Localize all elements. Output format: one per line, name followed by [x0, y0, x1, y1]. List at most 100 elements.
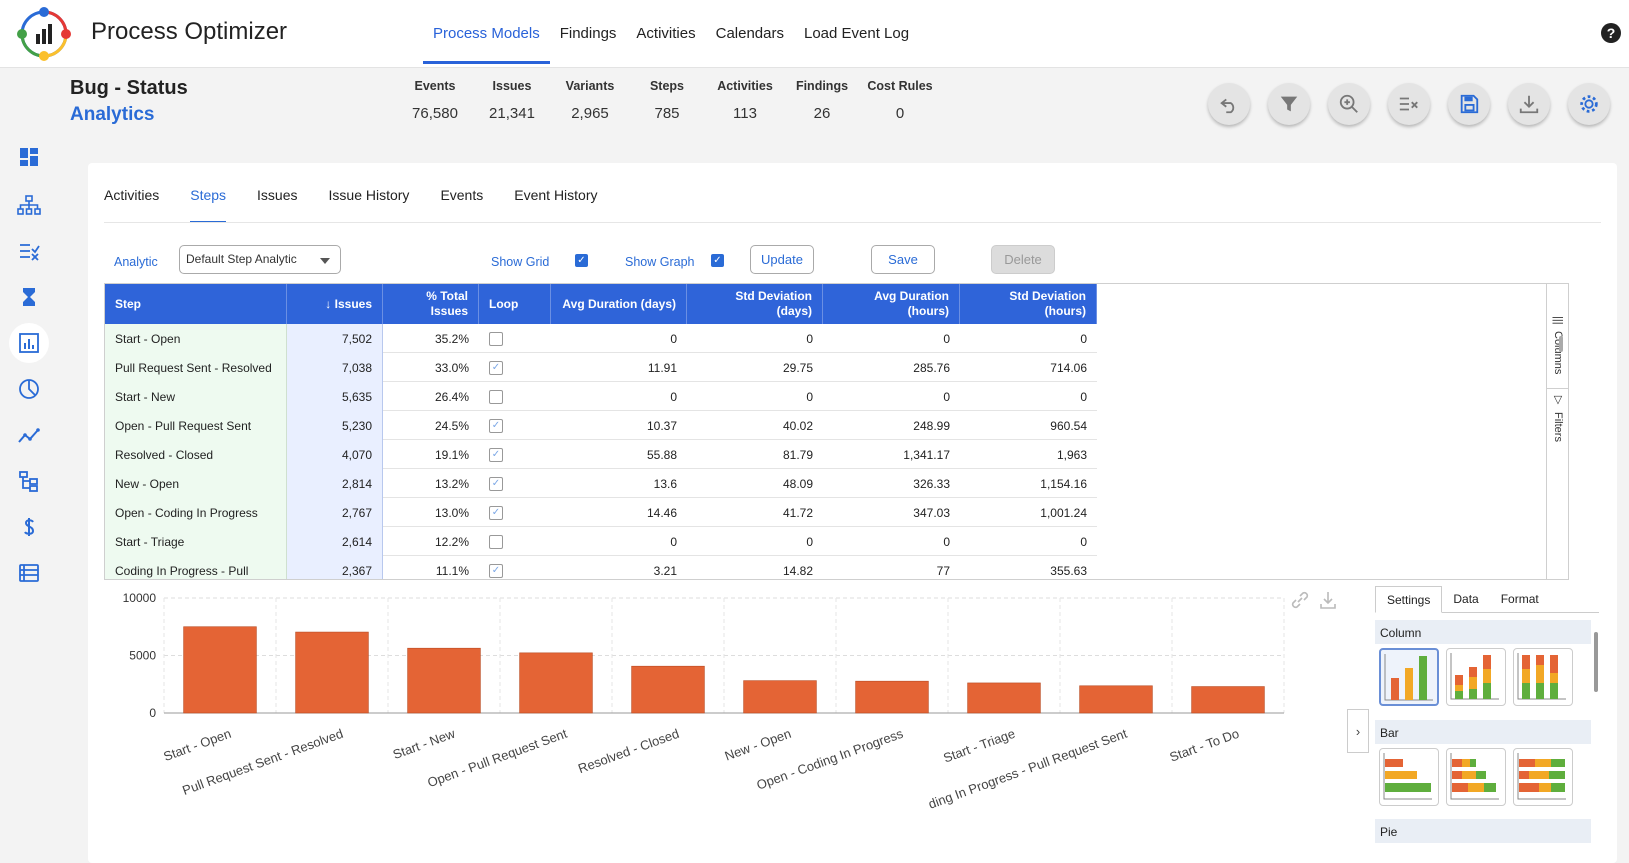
cell-step[interactable]: Resolved - Closed [105, 440, 287, 469]
cell-pct[interactable]: 13.0% [434, 505, 469, 520]
undo-button[interactable] [1208, 83, 1250, 125]
cell-avg-days[interactable]: 3.21 [653, 563, 677, 578]
column-header-issues[interactable]: ↓ Issues [287, 284, 383, 324]
loop-checkbox[interactable]: ✓ [489, 418, 503, 433]
filters-tool[interactable]: ▽ Filters [1547, 388, 1568, 448]
cell-avg-days[interactable]: 11.91 [647, 360, 677, 375]
cell-pct[interactable]: 11.1% [435, 563, 469, 578]
tab-issues[interactable]: Issues [257, 187, 298, 203]
nav-calendars[interactable]: Calendars [715, 25, 784, 42]
cell-avg-days[interactable]: 0 [670, 331, 677, 346]
update-button[interactable]: Update [750, 245, 814, 274]
grid-scrollbar[interactable] [1558, 328, 1564, 580]
loop-checkbox[interactable]: ✓ [489, 360, 503, 375]
collapse-panel-button[interactable]: › [1347, 709, 1369, 753]
cell-std-hours[interactable]: 355.63 [1050, 563, 1087, 578]
cell-avg-hours[interactable]: 0 [943, 389, 950, 404]
cell-step[interactable]: Open - Pull Request Sent [105, 411, 287, 440]
cell-std-days[interactable]: 41.72 [782, 505, 813, 520]
sidebar-item-hierarchy[interactable] [9, 461, 49, 501]
cell-avg-hours[interactable]: 285.76 [913, 360, 950, 375]
cell-step[interactable]: Start - New [105, 382, 287, 411]
cell-issues[interactable]: 7,502 [287, 324, 383, 353]
cell-pct[interactable]: 24.5% [434, 418, 469, 433]
cell-avg-days[interactable]: 0 [670, 389, 677, 404]
cell-issues[interactable]: 5,230 [287, 411, 383, 440]
table-row[interactable]: Open - Coding In Progress 2,767 13.0% ✓ 14.4… [105, 498, 1097, 527]
tab-chart-format[interactable]: Format [1500, 592, 1539, 606]
show-grid-checkbox[interactable]: ✓ [575, 254, 588, 267]
loop-checkbox[interactable]: ✓ [489, 505, 503, 520]
cell-issues[interactable]: 2,367 [287, 556, 383, 579]
cell-step[interactable]: Start - Triage [105, 527, 287, 556]
save-view-button[interactable] [1448, 83, 1490, 125]
cell-std-hours[interactable]: 960.54 [1050, 418, 1087, 433]
loop-checkbox[interactable] [489, 389, 503, 404]
cell-std-hours[interactable]: 0 [1080, 389, 1087, 404]
table-row[interactable]: Start - New 5,635 26.4% 0 0 0 0 [105, 382, 1097, 411]
cell-std-hours[interactable]: 1,001.24 [1040, 505, 1087, 520]
tab-chart-data[interactable]: Data [1453, 592, 1479, 606]
cell-std-days[interactable]: 0 [806, 331, 813, 346]
cell-step[interactable]: Coding In Progress - Pull [105, 556, 287, 579]
table-row[interactable]: Coding In Progress - Pull 2,367 11.1% ✓ 3.21… [105, 556, 1097, 579]
cell-avg-hours[interactable]: 0 [943, 534, 950, 549]
sidebar-item-event-log[interactable] [9, 553, 49, 593]
loop-checkbox[interactable] [489, 534, 503, 549]
cell-step[interactable]: Open - Coding In Progress [105, 498, 287, 527]
zoom-in-button[interactable] [1328, 83, 1370, 125]
chart-type-column[interactable] [1379, 648, 1439, 706]
loop-checkbox[interactable]: ✓ [489, 563, 503, 578]
loop-checkbox[interactable]: ✓ [489, 476, 503, 491]
sidebar-item-hourglass[interactable] [9, 277, 49, 317]
delete-button[interactable]: Delete [991, 245, 1055, 274]
column-header-std-days[interactable]: Std Deviation (days) [687, 284, 823, 324]
cell-std-hours[interactable]: 0 [1080, 331, 1087, 346]
chart-type-bar[interactable] [1379, 748, 1439, 806]
chart-type-stacked-column[interactable] [1446, 648, 1506, 706]
cell-avg-hours[interactable]: 326.33 [913, 476, 950, 491]
column-header-step[interactable]: Step [105, 284, 287, 324]
chart-type-stacked-bar[interactable] [1446, 748, 1506, 806]
cell-avg-hours[interactable]: 77 [936, 563, 950, 578]
cell-issues[interactable]: 2,814 [287, 469, 383, 498]
chart-type-100-stacked-column[interactable] [1513, 648, 1573, 706]
cell-avg-days[interactable]: 55.88 [646, 447, 677, 462]
save-button[interactable]: Save [871, 245, 935, 274]
tab-events[interactable]: Events [440, 187, 484, 203]
sidebar-item-process-map[interactable] [9, 185, 49, 225]
download-button[interactable] [1508, 83, 1550, 125]
table-row[interactable]: Resolved - Closed 4,070 19.1% ✓ 55.88 81.79 1,… [105, 440, 1097, 469]
cell-issues[interactable]: 7,038 [287, 353, 383, 382]
settings-button[interactable] [1568, 83, 1610, 125]
nav-findings[interactable]: Findings [559, 25, 617, 42]
tab-event-history[interactable]: Event History [514, 187, 598, 203]
cell-std-days[interactable]: 81.79 [782, 447, 813, 462]
nav-process-models[interactable]: Process Models [423, 0, 550, 64]
sidebar-item-pie-chart[interactable] [9, 369, 49, 409]
cell-avg-days[interactable]: 0 [670, 534, 677, 549]
tab-chart-settings[interactable]: Settings [1375, 586, 1443, 613]
cell-pct[interactable]: 13.2% [434, 476, 469, 491]
cell-std-days[interactable]: 29.75 [782, 360, 813, 375]
loop-checkbox[interactable] [489, 331, 503, 346]
sidebar-item-dashboard[interactable] [9, 137, 49, 177]
table-row[interactable]: Open - Pull Request Sent 5,230 24.5% ✓ 10.37… [105, 411, 1097, 440]
cell-pct[interactable]: 33.0% [434, 360, 469, 375]
cell-avg-hours[interactable]: 347.03 [913, 505, 950, 520]
nav-load-event-log[interactable]: Load Event Log [803, 25, 910, 42]
cell-issues[interactable]: 5,635 [287, 382, 383, 411]
table-row[interactable]: New - Open 2,814 13.2% ✓ 13.6 48.09 326.33 1,15… [105, 469, 1097, 498]
help-icon[interactable]: ? [1601, 23, 1621, 43]
column-header-pct-total[interactable]: % Total Issues [383, 284, 479, 324]
cell-std-hours[interactable]: 0 [1080, 534, 1087, 549]
cell-std-hours[interactable]: 1,154.16 [1040, 476, 1087, 491]
sidebar-item-findings[interactable] [9, 231, 49, 271]
cell-std-days[interactable]: 40.02 [782, 418, 813, 433]
filter-button[interactable] [1268, 83, 1310, 125]
cell-pct[interactable]: 26.4% [434, 389, 469, 404]
clear-filter-button[interactable] [1388, 83, 1430, 125]
cell-avg-days[interactable]: 10.37 [646, 418, 677, 433]
tab-activities[interactable]: Activities [104, 187, 160, 203]
cell-avg-hours[interactable]: 0 [943, 331, 950, 346]
